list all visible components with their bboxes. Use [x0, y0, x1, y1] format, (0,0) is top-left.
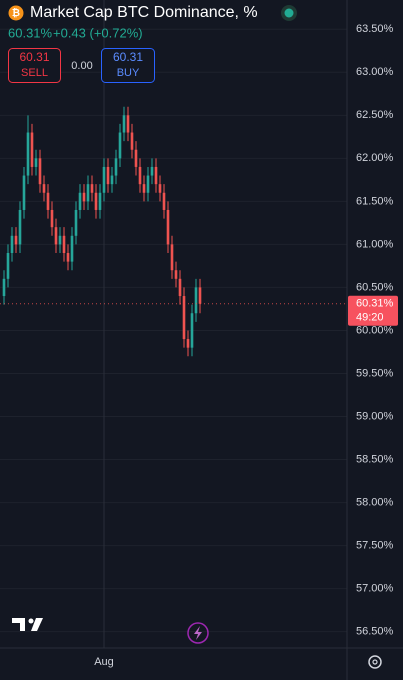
candle-body	[78, 192, 82, 210]
candle-body	[138, 166, 142, 185]
header-price: 60.31%	[8, 25, 53, 40]
grid	[0, 0, 347, 648]
price-axis: 63.50% 63.00% 62.50% 62.00% 61.50% 61.00% 60.5…	[348, 23, 398, 638]
candle-body	[46, 192, 50, 210]
y-tick-label: 59.00%	[356, 410, 394, 422]
buy-button[interactable]	[101, 48, 155, 83]
spread: 0.00	[71, 60, 92, 72]
candle-body	[114, 158, 118, 176]
candle-body	[18, 209, 22, 245]
y-tick-label: 63.00%	[356, 66, 394, 78]
candle-body	[86, 184, 90, 202]
y-tick-label: 58.00%	[356, 496, 394, 508]
candle-body	[118, 132, 122, 159]
candle-body	[130, 132, 134, 150]
sell-price: 60.31	[19, 50, 49, 64]
candle-body	[178, 278, 182, 297]
candle-body	[94, 192, 98, 210]
candle-body	[38, 158, 42, 185]
buy-price: 60.31	[113, 50, 143, 64]
candle-body	[90, 184, 94, 193]
y-tick-label: 60.00%	[356, 324, 394, 336]
candle-body	[198, 287, 202, 304]
y-tick-label: 63.50%	[356, 23, 394, 35]
candle-body	[146, 175, 150, 193]
buy-label: BUY	[117, 67, 140, 79]
gear-center	[372, 659, 378, 665]
candle-body	[42, 184, 46, 193]
btc-icon	[8, 5, 24, 21]
y-tick-label: 62.00%	[356, 152, 394, 164]
y-tick-label: 62.50%	[356, 109, 394, 121]
candle-body	[134, 149, 138, 167]
last-price-box	[348, 295, 398, 326]
y-tick-label: 59.50%	[356, 367, 394, 379]
candle-body	[194, 287, 198, 314]
sell-button[interactable]	[8, 48, 61, 83]
candle-body	[30, 132, 34, 167]
candle-body	[158, 184, 162, 193]
candle-body	[82, 192, 86, 202]
tv-logo	[12, 618, 43, 631]
market-status	[284, 8, 294, 18]
y-tick-label: 57.00%	[356, 583, 394, 595]
tv-logo-dot	[28, 618, 34, 624]
candle-body	[162, 192, 166, 210]
candle-body	[122, 115, 126, 133]
candle-body	[50, 209, 54, 228]
candle-body	[150, 166, 154, 176]
tv-logo-part	[12, 618, 25, 631]
candle-body	[10, 235, 14, 254]
y-tick-label: 56.50%	[356, 626, 394, 638]
candle-body	[26, 132, 30, 176]
candle-body	[58, 235, 62, 245]
candle-body	[6, 253, 10, 279]
candle-body	[66, 253, 70, 262]
y-tick-label: 61.50%	[356, 195, 394, 207]
x-tick-label: Aug	[94, 656, 114, 668]
sell-label: SELL	[21, 67, 48, 79]
candle-body	[74, 209, 78, 236]
candle-body	[62, 235, 66, 254]
y-tick-label: 58.50%	[356, 453, 394, 465]
btc-icon-glyph: ₿	[12, 7, 20, 19]
candle-body	[70, 235, 74, 262]
candle-body	[126, 115, 130, 133]
candle-body	[182, 296, 186, 340]
candle-body	[166, 209, 170, 245]
candle-body	[2, 278, 6, 297]
candle-body	[106, 166, 110, 185]
candle-body	[186, 339, 190, 348]
candle-body	[154, 166, 158, 185]
y-tick-label: 61.00%	[356, 238, 394, 250]
last-price-label: 60.31%	[356, 298, 394, 310]
gear-icon	[368, 655, 382, 669]
candle-body	[54, 227, 58, 245]
candle-body	[34, 158, 38, 167]
y-tick-label: 60.50%	[356, 281, 394, 293]
candle-body	[174, 270, 178, 279]
candle-body	[142, 184, 146, 193]
candle-body	[22, 175, 26, 210]
candle-body	[98, 192, 102, 210]
header-change: +0.43 (+0.72%)	[53, 25, 143, 40]
tv-logo-part	[31, 618, 43, 631]
candle-body	[14, 235, 18, 245]
candle-body	[170, 244, 174, 271]
y-tick-label: 57.50%	[356, 539, 394, 551]
settings-button[interactable]	[368, 655, 382, 669]
symbol-title: Market Cap BTC Dominance, %	[30, 4, 258, 21]
time-axis: Aug	[94, 656, 114, 668]
candles	[0, 106, 347, 357]
candle-body	[102, 166, 106, 193]
replay-icon	[194, 626, 202, 640]
candle-body	[190, 313, 194, 348]
bar-countdown: 49:20	[356, 312, 384, 324]
candle-body	[110, 175, 114, 185]
replay-button[interactable]	[187, 622, 209, 644]
